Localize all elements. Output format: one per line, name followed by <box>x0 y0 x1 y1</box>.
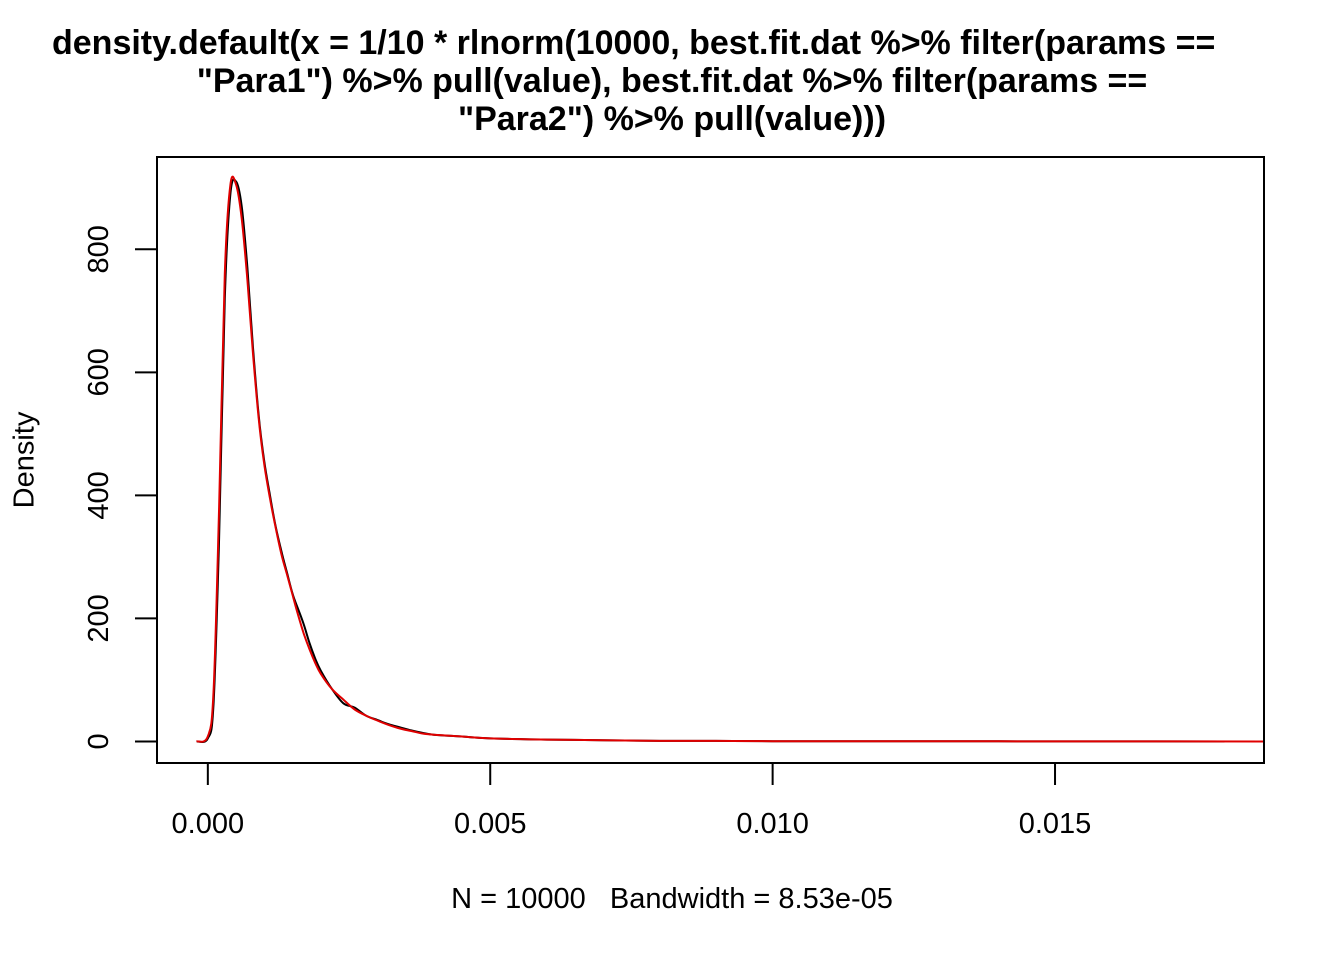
x-tick-label: 0.005 <box>454 808 527 840</box>
axes: 0.000 0.005 0.010 0.015 0 200 400 600 800 <box>83 225 1091 840</box>
plot-frame <box>156 156 1265 764</box>
y-axis-label: Density <box>8 411 41 509</box>
chart-title-line-1: density.default(x = 1/10 * rlnorm(10000,… <box>52 24 1216 62</box>
x-tick-label: 0.010 <box>736 808 809 840</box>
x-tick-label: 0.000 <box>172 808 245 840</box>
y-tick-label: 800 <box>83 225 115 273</box>
chart-title-line-3: "Para2") %>% pull(value))) <box>457 100 887 138</box>
y-tick-label: 400 <box>83 471 115 519</box>
y-tick-label: 0 <box>83 733 115 749</box>
chart-title-line-2: "Para1") %>% pull(value), best.fit.dat %… <box>196 62 1148 100</box>
x-axis-label: N = 10000 Bandwidth = 8.53e-05 <box>451 883 893 915</box>
y-tick-label: 600 <box>83 348 115 396</box>
x-tick-label: 0.015 <box>1019 808 1092 840</box>
density-line-2 <box>196 175 1265 743</box>
y-tick-label: 200 <box>83 594 115 642</box>
series-layer <box>196 175 1265 744</box>
density-line-1 <box>196 178 1225 744</box>
